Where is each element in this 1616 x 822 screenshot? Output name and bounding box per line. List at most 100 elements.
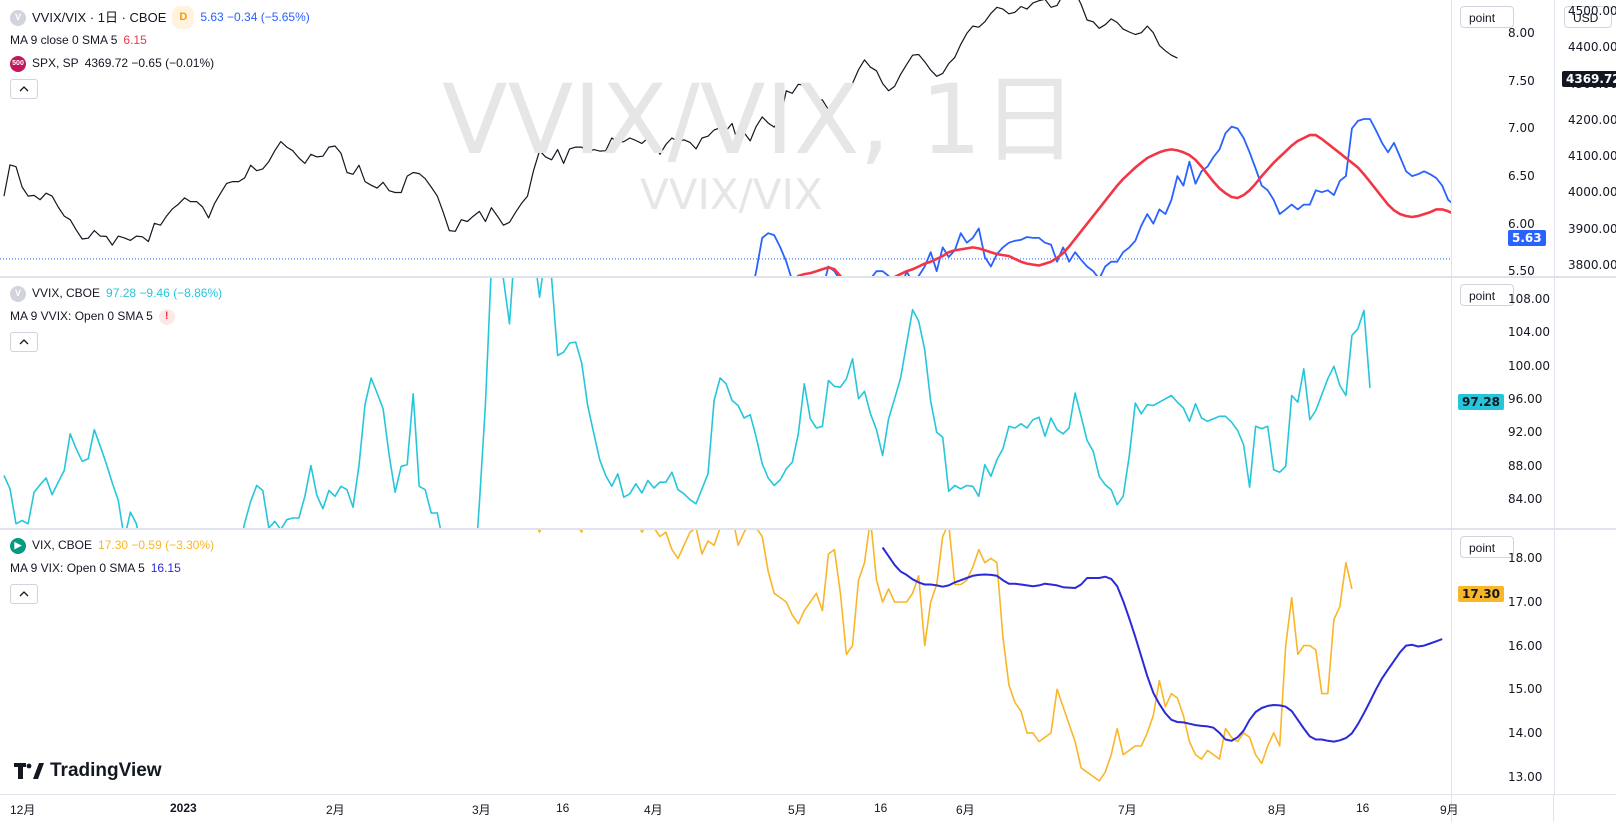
vvix-tick: 92.00: [1508, 425, 1543, 440]
vvix-line[interactable]: [3, 278, 1371, 528]
time-label: 9月: [1440, 803, 1459, 817]
vix-tick: 18.00: [1508, 551, 1543, 566]
spx-500-icon: 500: [10, 55, 26, 72]
time-label: 6月: [956, 803, 975, 817]
chevron-up-icon: [19, 86, 29, 92]
vvix-title[interactable]: VVIX, CBOE: [32, 286, 101, 300]
axis-corner-divider-2: [1553, 795, 1554, 822]
ratio-tick: 5.50: [1508, 264, 1535, 279]
time-label: 16: [874, 801, 888, 815]
axis-divider: [1554, 278, 1555, 528]
tradingview-logo-icon: [14, 763, 44, 779]
scale-point-button[interactable]: point: [1460, 284, 1514, 306]
price-axis-1[interactable]: point USD 8.00 7.50 7.00 6.50 6.00 5.50 4500.…: [1451, 0, 1616, 279]
ratio-tick: 7.50: [1508, 73, 1535, 88]
vix-price-tag: 17.30: [1458, 586, 1504, 602]
scale-point-button[interactable]: point: [1460, 536, 1514, 558]
spx-price-tag: 4369.72: [1562, 71, 1616, 87]
time-label: 3月: [472, 803, 491, 817]
legend-1: V VVIX/VIX · 1日 · CBOE D 5.63 −0.34 (−5.…: [10, 6, 310, 99]
indicator-label[interactable]: MA 9 VVIX: Open 0 SMA 5: [10, 309, 153, 323]
spx-tick: 3800.00: [1568, 258, 1616, 273]
play-icon: ▶: [10, 537, 26, 554]
warning-icon[interactable]: !: [158, 308, 175, 325]
pane-vix[interactable]: ▶ VIX, CBOE 17.30 −0.59 (−3.30%) MA 9 VI…: [0, 530, 1616, 794]
spx-tick: 3900.00: [1568, 221, 1616, 236]
spx-values: 4369.72 −0.65 (−0.01%): [84, 56, 215, 70]
vix-values: 17.30 −0.59 (−3.30%): [98, 538, 215, 552]
plot-area-2[interactable]: [0, 278, 1451, 528]
spx-line[interactable]: [3, 0, 1178, 246]
time-label: 5月: [788, 803, 807, 817]
spx-tick: 4400.00: [1568, 40, 1616, 55]
currency-button[interactable]: USD: [1564, 6, 1612, 28]
pane-vvix[interactable]: V VVIX, CBOE 97.28 −9.46 (−8.86%) MA 9 V…: [0, 278, 1616, 530]
interval-badge[interactable]: D: [172, 6, 195, 29]
time-label: 2月: [326, 803, 345, 817]
symbol-title[interactable]: VVIX/VIX · 1日 · CBOE: [32, 10, 167, 25]
tradingview-logo[interactable]: TradingView: [14, 760, 162, 782]
time-label: 2023: [170, 801, 197, 815]
spx-label[interactable]: SPX, SP: [32, 56, 79, 70]
symbol-watermark-small: VVIX/VIX: [640, 170, 823, 219]
ratio-tick: 8.00: [1508, 26, 1535, 41]
vvix-tick: 108.00: [1508, 291, 1550, 306]
vix-tick: 13.00: [1508, 769, 1543, 784]
time-label: 16: [1356, 801, 1370, 815]
vvix-tick: 88.00: [1508, 458, 1543, 473]
axis-divider: [1554, 0, 1555, 276]
spx-tick: 4200.00: [1568, 112, 1616, 127]
plot-area-1[interactable]: [0, 0, 1451, 276]
ratio-tick: 7.00: [1508, 121, 1535, 136]
vvix-price-tag: 97.28: [1458, 394, 1504, 410]
vix-tick: 15.00: [1508, 682, 1543, 697]
logo-text: TradingView: [50, 760, 162, 781]
vvix-vix-line[interactable]: [750, 118, 1451, 276]
vix-tick: 17.00: [1508, 595, 1543, 609]
time-label: 4月: [644, 803, 663, 817]
time-label: 16: [556, 801, 570, 815]
indicator-value: 6.15: [123, 33, 147, 47]
collapse-legend-button[interactable]: [10, 79, 38, 99]
plot-area-3[interactable]: [0, 530, 1451, 794]
chart-svg-1: [0, 0, 1451, 276]
chart-svg-2: [3, 278, 1371, 528]
symbol-icon: V: [10, 285, 26, 302]
pane-vvix-vix[interactable]: VVIX/VIX, 1日 VVIX/VIX V VVIX/VIX · 1日 · …: [0, 0, 1616, 278]
symbol-icon: V: [10, 9, 26, 26]
spx-tick: 4100.00: [1568, 149, 1616, 164]
indicator-value: 16.15: [150, 561, 181, 575]
spx-tick: 4500.00: [1568, 3, 1616, 18]
ma9-line[interactable]: [774, 133, 1451, 276]
legend-3: ▶ VIX, CBOE 17.30 −0.59 (−3.30%) MA 9 VI…: [10, 534, 214, 604]
legend-2: V VVIX, CBOE 97.28 −9.46 (−8.86%) MA 9 V…: [10, 282, 222, 352]
spx-tick: 4000.00: [1568, 185, 1616, 200]
vix-line[interactable]: [510, 530, 1353, 782]
symbol-watermark: VVIX/VIX, 1日: [442, 64, 1078, 176]
time-label: 12月: [10, 803, 36, 817]
vix-title[interactable]: VIX, CBOE: [32, 538, 93, 552]
chart-svg-3: [510, 530, 1443, 782]
price-axis-2[interactable]: point 108.00 104.00 100.00 96.00 92.00 88.00 8…: [1451, 278, 1616, 528]
indicator-label[interactable]: MA 9 VIX: Open 0 SMA 5: [10, 561, 145, 575]
ratio-price-tag: 5.63: [1508, 230, 1546, 246]
indicator-label[interactable]: MA 9 close 0 SMA 5: [10, 33, 118, 47]
vvix-tick: 96.00: [1508, 391, 1543, 406]
collapse-legend-button[interactable]: [10, 584, 38, 604]
time-axis[interactable]: 12月 2023 2月 3月 16 4月 5月 16 6月 7月 8月 16 9…: [0, 794, 1616, 822]
chevron-up-icon: [19, 591, 29, 597]
axis-corner-divider: [1451, 795, 1452, 822]
time-label: 8月: [1268, 803, 1287, 817]
vix-tick: 16.00: [1508, 638, 1543, 653]
chevron-up-icon: [19, 339, 29, 345]
vix-ma9-line[interactable]: [881, 546, 1443, 743]
price-axis-3[interactable]: point 18.00 17.00 16.00 15.00 14.00 13.00 17.…: [1451, 530, 1616, 794]
ratio-tick: 6.00: [1508, 216, 1535, 231]
axis-divider: [1554, 530, 1555, 794]
vvix-tick: 100.00: [1508, 358, 1550, 373]
scale-point-button[interactable]: point: [1460, 6, 1514, 28]
vix-tick: 14.00: [1508, 725, 1543, 740]
vvix-values: 97.28 −9.46 (−8.86%): [106, 286, 223, 300]
collapse-legend-button[interactable]: [10, 332, 38, 352]
ratio-tick: 6.50: [1508, 169, 1535, 184]
